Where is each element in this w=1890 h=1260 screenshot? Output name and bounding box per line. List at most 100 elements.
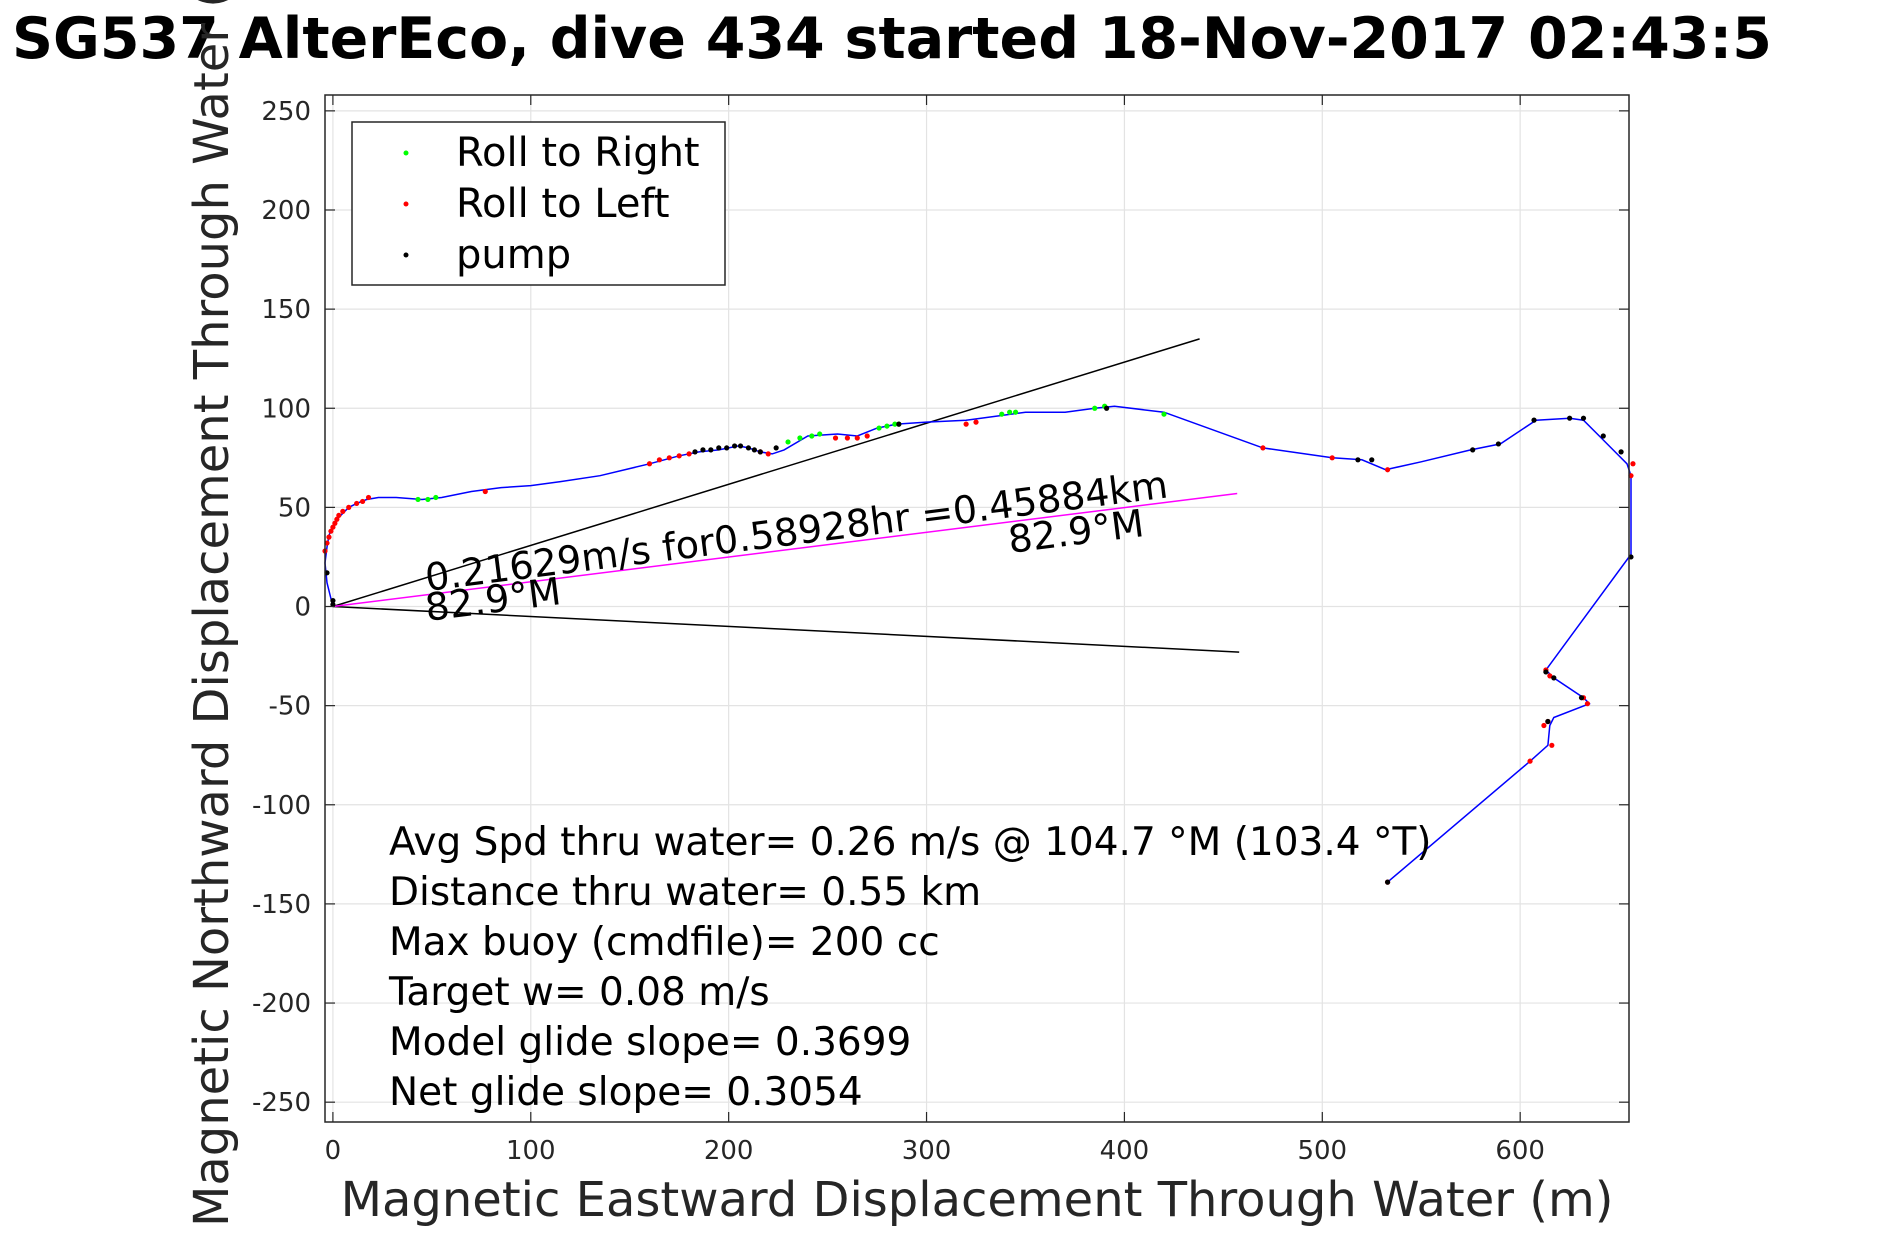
legend-marker-pump <box>403 252 409 258</box>
roll-left-point <box>832 435 839 441</box>
roll-left-point <box>686 451 692 457</box>
y-tick-label: 50 <box>278 493 311 523</box>
x-axis-label: Magnetic Eastward Displacement Through W… <box>341 1172 1614 1228</box>
y-tick-label: 100 <box>261 394 311 424</box>
y-tick-label: -250 <box>252 1088 311 1118</box>
roll-left-point <box>1260 445 1266 451</box>
current-vector-series <box>332 492 1238 608</box>
roll-right-point <box>425 496 431 503</box>
pump-point <box>732 443 738 449</box>
marker-series <box>322 403 1636 885</box>
roll-left-point <box>973 419 979 425</box>
roll-left-point <box>332 520 338 526</box>
y-axis-ticks: 250 200 150 100 50 0 -50 -100 -150 -200 -250 <box>252 97 1629 1118</box>
roll-left-point <box>1547 673 1553 679</box>
roll-left-point <box>765 451 771 457</box>
roll-right-point <box>415 496 421 503</box>
pump-point <box>751 447 757 453</box>
pump-point <box>1384 879 1391 885</box>
stat-max-buoy: Max buoy (cmdfile)= 200 cc <box>389 920 940 965</box>
legend-box <box>351 121 726 286</box>
roll-left-point <box>1630 461 1636 467</box>
roll-right-point <box>1161 411 1167 417</box>
pump-point <box>1600 433 1606 439</box>
x-tick-label: 200 <box>704 1136 754 1166</box>
roll-left-point <box>1384 467 1391 473</box>
legend-marker-roll-left <box>403 201 409 207</box>
roll-right-point <box>433 494 439 501</box>
stat-target-w: Target w= 0.08 m/s <box>388 970 770 1015</box>
roll-left-point <box>482 488 488 495</box>
pump-point <box>757 449 763 455</box>
y-tick-label: 0 <box>294 593 311 623</box>
x-tick-label: 500 <box>1297 1136 1347 1166</box>
roll-left-point <box>666 455 672 461</box>
roll-right-point <box>1012 409 1019 415</box>
wedge-line <box>332 605 1240 653</box>
pump-point <box>745 445 752 451</box>
roll-right-point <box>785 439 791 445</box>
roll-left-point <box>336 512 342 518</box>
roll-left-point <box>676 453 682 459</box>
y-tick-label: -200 <box>252 989 311 1019</box>
roll-right-point <box>809 433 815 439</box>
pump-point <box>1104 405 1110 411</box>
x-grid <box>332 95 1521 1122</box>
roll-left-point <box>844 435 850 441</box>
axes-box <box>324 94 1630 1123</box>
roll-left-point <box>963 421 969 427</box>
roll-left-point <box>330 524 336 530</box>
roll-left-point <box>1329 455 1335 461</box>
x-tick-label: 100 <box>506 1136 556 1166</box>
pump-point <box>1531 417 1537 423</box>
pump-point <box>708 447 714 453</box>
roll-left-point <box>359 498 366 505</box>
roll-right-point <box>876 425 882 431</box>
pump-point <box>1578 695 1585 701</box>
y-tick-label: -100 <box>252 791 311 821</box>
roll-right-point <box>999 411 1005 417</box>
chart-title: SG537 AlterEco, dive 434 started 18-Nov-… <box>12 6 1772 72</box>
roll-left-point <box>646 461 653 467</box>
legend: Roll to Right Roll to Left pump <box>351 121 726 286</box>
pump-point <box>330 597 336 604</box>
stat-avg-speed: Avg Spd thru water= 0.26 m/s @ 104.7 °M … <box>389 820 1432 865</box>
roll-left-point <box>326 534 332 540</box>
pump-point <box>1369 457 1375 463</box>
y-axis-label: Magnetic Northward Displacement Through … <box>184 0 240 1227</box>
legend-label-roll-left: Roll to Left <box>456 181 670 227</box>
pump-point <box>716 445 722 451</box>
roll-right-point <box>884 423 890 429</box>
roll-left-point <box>346 504 352 510</box>
pump-point <box>724 445 730 451</box>
roll-left-point <box>354 500 360 507</box>
pump-point <box>1580 415 1587 421</box>
pump-point <box>330 601 336 608</box>
roll-left-point <box>365 494 372 501</box>
stat-model-glide-slope: Model glide slope= 0.3699 <box>389 1020 911 1065</box>
pump-point <box>1495 441 1502 447</box>
y-tick-label: -150 <box>252 890 311 920</box>
wedge-lines <box>332 338 1240 653</box>
pump-point <box>1545 718 1551 725</box>
x-axis-ticks: 0 100 200 300 400 500 600 <box>325 95 1545 1166</box>
stat-distance: Distance thru water= 0.55 km <box>389 870 981 915</box>
legend-label-pump: pump <box>456 232 571 278</box>
roll-left-point <box>1541 722 1547 729</box>
pump-point <box>1618 449 1624 455</box>
pump-point <box>700 447 706 453</box>
pump-point <box>1567 415 1573 421</box>
x-tick-label: 400 <box>1100 1136 1150 1166</box>
pump-point <box>1355 457 1361 463</box>
roll-right-point <box>797 435 803 441</box>
roll-left-point <box>656 457 663 463</box>
roll-left-point <box>328 528 334 534</box>
y-tick-label: 250 <box>261 97 311 127</box>
pump-point <box>1543 669 1549 675</box>
pump-point <box>773 445 779 451</box>
wedge-line <box>332 338 1200 608</box>
legend-label-roll-right: Roll to Right <box>456 130 700 176</box>
x-tick-label: 0 <box>325 1136 342 1166</box>
roll-right-point <box>817 431 823 437</box>
